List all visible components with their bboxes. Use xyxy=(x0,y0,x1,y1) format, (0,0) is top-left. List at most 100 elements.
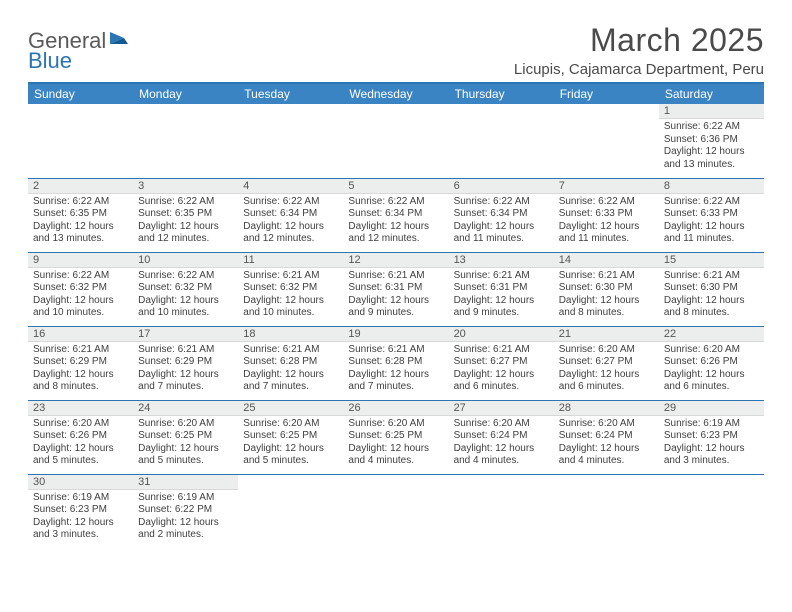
sunrise-text: Sunrise: 6:20 AM xyxy=(559,344,654,357)
sunrise-text: Sunrise: 6:22 AM xyxy=(348,196,443,209)
sunset-text: Sunset: 6:32 PM xyxy=(33,282,128,295)
calendar-cell: 9Sunrise: 6:22 AMSunset: 6:32 PMDaylight… xyxy=(28,252,133,326)
day-details: Sunrise: 6:22 AMSunset: 6:32 PMDaylight:… xyxy=(133,268,238,323)
daylight-text: Daylight: 12 hours and 4 minutes. xyxy=(454,443,549,468)
day-number: 2 xyxy=(28,179,133,194)
daylight-text: Daylight: 12 hours and 11 minutes. xyxy=(559,221,654,246)
calendar-row: 23Sunrise: 6:20 AMSunset: 6:26 PMDayligh… xyxy=(28,400,764,474)
day-number: 12 xyxy=(343,253,448,268)
sunset-text: Sunset: 6:33 PM xyxy=(664,208,759,221)
calendar-cell: 21Sunrise: 6:20 AMSunset: 6:27 PMDayligh… xyxy=(554,326,659,400)
calendar-cell: 2Sunrise: 6:22 AMSunset: 6:35 PMDaylight… xyxy=(28,178,133,252)
daylight-text: Daylight: 12 hours and 7 minutes. xyxy=(348,369,443,394)
calendar-cell xyxy=(238,474,343,548)
daylight-text: Daylight: 12 hours and 6 minutes. xyxy=(454,369,549,394)
calendar-cell: 26Sunrise: 6:20 AMSunset: 6:25 PMDayligh… xyxy=(343,400,448,474)
calendar-cell: 13Sunrise: 6:21 AMSunset: 6:31 PMDayligh… xyxy=(449,252,554,326)
calendar-cell: 5Sunrise: 6:22 AMSunset: 6:34 PMDaylight… xyxy=(343,178,448,252)
calendar-cell: 18Sunrise: 6:21 AMSunset: 6:28 PMDayligh… xyxy=(238,326,343,400)
sunset-text: Sunset: 6:29 PM xyxy=(138,356,233,369)
daylight-text: Daylight: 12 hours and 6 minutes. xyxy=(559,369,654,394)
day-number: 13 xyxy=(449,253,554,268)
calendar-cell: 28Sunrise: 6:20 AMSunset: 6:24 PMDayligh… xyxy=(554,400,659,474)
sunset-text: Sunset: 6:34 PM xyxy=(454,208,549,221)
calendar-row: 16Sunrise: 6:21 AMSunset: 6:29 PMDayligh… xyxy=(28,326,764,400)
sunrise-text: Sunrise: 6:22 AM xyxy=(33,196,128,209)
daylight-text: Daylight: 12 hours and 5 minutes. xyxy=(33,443,128,468)
calendar-cell xyxy=(343,474,448,548)
day-number: 9 xyxy=(28,253,133,268)
sunrise-text: Sunrise: 6:19 AM xyxy=(664,418,759,431)
sunrise-text: Sunrise: 6:21 AM xyxy=(664,270,759,283)
calendar-cell: 3Sunrise: 6:22 AMSunset: 6:35 PMDaylight… xyxy=(133,178,238,252)
daylight-text: Daylight: 12 hours and 7 minutes. xyxy=(138,369,233,394)
calendar-cell: 16Sunrise: 6:21 AMSunset: 6:29 PMDayligh… xyxy=(28,326,133,400)
sunrise-text: Sunrise: 6:22 AM xyxy=(243,196,338,209)
daylight-text: Daylight: 12 hours and 8 minutes. xyxy=(559,295,654,320)
day-details: Sunrise: 6:22 AMSunset: 6:35 PMDaylight:… xyxy=(28,194,133,249)
day-details: Sunrise: 6:21 AMSunset: 6:28 PMDaylight:… xyxy=(343,342,448,397)
day-details: Sunrise: 6:21 AMSunset: 6:28 PMDaylight:… xyxy=(238,342,343,397)
sunrise-text: Sunrise: 6:20 AM xyxy=(348,418,443,431)
day-details: Sunrise: 6:20 AMSunset: 6:26 PMDaylight:… xyxy=(659,342,764,397)
day-details: Sunrise: 6:22 AMSunset: 6:36 PMDaylight:… xyxy=(659,119,764,174)
day-details: Sunrise: 6:21 AMSunset: 6:32 PMDaylight:… xyxy=(238,268,343,323)
calendar-cell: 1Sunrise: 6:22 AMSunset: 6:36 PMDaylight… xyxy=(659,104,764,178)
day-number: 28 xyxy=(554,401,659,416)
calendar-cell: 7Sunrise: 6:22 AMSunset: 6:33 PMDaylight… xyxy=(554,178,659,252)
sunset-text: Sunset: 6:30 PM xyxy=(664,282,759,295)
sunrise-text: Sunrise: 6:19 AM xyxy=(33,492,128,505)
sunrise-text: Sunrise: 6:20 AM xyxy=(559,418,654,431)
sunset-text: Sunset: 6:24 PM xyxy=(559,430,654,443)
sunset-text: Sunset: 6:24 PM xyxy=(454,430,549,443)
sunrise-text: Sunrise: 6:22 AM xyxy=(664,121,759,134)
day-number: 17 xyxy=(133,327,238,342)
daylight-text: Daylight: 12 hours and 13 minutes. xyxy=(664,146,759,171)
calendar-cell: 14Sunrise: 6:21 AMSunset: 6:30 PMDayligh… xyxy=(554,252,659,326)
location: Licupis, Cajamarca Department, Peru xyxy=(514,61,764,78)
day-number: 4 xyxy=(238,179,343,194)
daylight-text: Daylight: 12 hours and 12 minutes. xyxy=(348,221,443,246)
sunrise-text: Sunrise: 6:22 AM xyxy=(138,196,233,209)
day-number: 21 xyxy=(554,327,659,342)
calendar-cell: 30Sunrise: 6:19 AMSunset: 6:23 PMDayligh… xyxy=(28,474,133,548)
calendar-cell xyxy=(238,104,343,178)
calendar-row: 2Sunrise: 6:22 AMSunset: 6:35 PMDaylight… xyxy=(28,178,764,252)
weekday-header: Monday xyxy=(133,84,238,104)
daylight-text: Daylight: 12 hours and 6 minutes. xyxy=(664,369,759,394)
day-details: Sunrise: 6:22 AMSunset: 6:34 PMDaylight:… xyxy=(343,194,448,249)
sunset-text: Sunset: 6:25 PM xyxy=(138,430,233,443)
day-details: Sunrise: 6:20 AMSunset: 6:24 PMDaylight:… xyxy=(554,416,659,471)
daylight-text: Daylight: 12 hours and 2 minutes. xyxy=(138,517,233,542)
calendar-cell: 24Sunrise: 6:20 AMSunset: 6:25 PMDayligh… xyxy=(133,400,238,474)
day-details: Sunrise: 6:21 AMSunset: 6:27 PMDaylight:… xyxy=(449,342,554,397)
day-number: 31 xyxy=(133,475,238,490)
calendar-cell: 17Sunrise: 6:21 AMSunset: 6:29 PMDayligh… xyxy=(133,326,238,400)
calendar-cell: 11Sunrise: 6:21 AMSunset: 6:32 PMDayligh… xyxy=(238,252,343,326)
calendar-cell: 22Sunrise: 6:20 AMSunset: 6:26 PMDayligh… xyxy=(659,326,764,400)
sunset-text: Sunset: 6:36 PM xyxy=(664,134,759,147)
sunset-text: Sunset: 6:29 PM xyxy=(33,356,128,369)
header: General March 2025 Licupis, Cajamarca De… xyxy=(28,22,764,78)
daylight-text: Daylight: 12 hours and 10 minutes. xyxy=(138,295,233,320)
day-number: 10 xyxy=(133,253,238,268)
day-details: Sunrise: 6:22 AMSunset: 6:34 PMDaylight:… xyxy=(449,194,554,249)
weekday-header: Tuesday xyxy=(238,84,343,104)
logo-text-2: Blue xyxy=(28,48,72,74)
sunrise-text: Sunrise: 6:20 AM xyxy=(454,418,549,431)
calendar-cell: 20Sunrise: 6:21 AMSunset: 6:27 PMDayligh… xyxy=(449,326,554,400)
daylight-text: Daylight: 12 hours and 13 minutes. xyxy=(33,221,128,246)
sunset-text: Sunset: 6:35 PM xyxy=(33,208,128,221)
day-number: 11 xyxy=(238,253,343,268)
day-details: Sunrise: 6:20 AMSunset: 6:26 PMDaylight:… xyxy=(28,416,133,471)
calendar-row: 30Sunrise: 6:19 AMSunset: 6:23 PMDayligh… xyxy=(28,474,764,548)
day-number: 18 xyxy=(238,327,343,342)
daylight-text: Daylight: 12 hours and 5 minutes. xyxy=(243,443,338,468)
day-details: Sunrise: 6:21 AMSunset: 6:31 PMDaylight:… xyxy=(449,268,554,323)
day-number: 30 xyxy=(28,475,133,490)
daylight-text: Daylight: 12 hours and 10 minutes. xyxy=(243,295,338,320)
day-number: 20 xyxy=(449,327,554,342)
day-details: Sunrise: 6:21 AMSunset: 6:30 PMDaylight:… xyxy=(659,268,764,323)
day-number: 19 xyxy=(343,327,448,342)
sunrise-text: Sunrise: 6:22 AM xyxy=(559,196,654,209)
